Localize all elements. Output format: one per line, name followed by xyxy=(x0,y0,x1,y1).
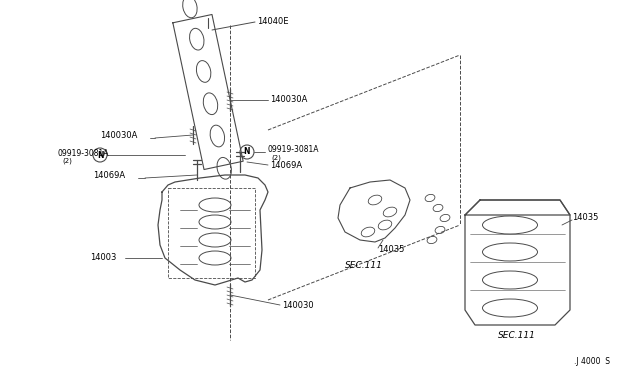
Text: 140030: 140030 xyxy=(282,301,314,310)
Text: (2): (2) xyxy=(62,158,72,164)
Text: 140030A: 140030A xyxy=(100,131,138,140)
Text: 09919-3081A: 09919-3081A xyxy=(58,148,109,157)
Text: 14035: 14035 xyxy=(572,214,598,222)
Text: (2): (2) xyxy=(271,155,281,161)
Text: 09919-3081A: 09919-3081A xyxy=(267,145,319,154)
Text: SEC.111: SEC.111 xyxy=(498,331,536,340)
Text: 14003: 14003 xyxy=(90,253,116,263)
Text: .J 4000  S: .J 4000 S xyxy=(574,357,610,366)
Text: 140030A: 140030A xyxy=(270,96,307,105)
Text: 14069A: 14069A xyxy=(93,171,125,180)
Text: 14069A: 14069A xyxy=(270,160,302,170)
Text: SEC.111: SEC.111 xyxy=(345,260,383,269)
Text: N: N xyxy=(97,151,103,160)
Text: 14040E: 14040E xyxy=(257,17,289,26)
Text: N: N xyxy=(244,148,250,157)
Text: 14035: 14035 xyxy=(378,246,404,254)
